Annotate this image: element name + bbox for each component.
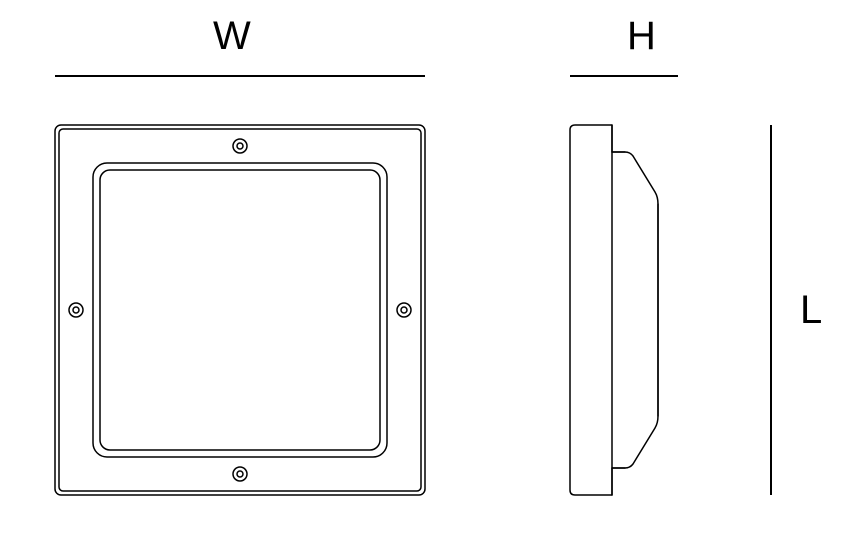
dim-label-width: W: [213, 14, 251, 59]
dim-label-length: L: [800, 288, 822, 333]
dim-line-height: [570, 75, 678, 77]
side-view: [555, 110, 695, 510]
dim-line-length: [770, 125, 772, 495]
dim-line-width: [55, 75, 425, 77]
dim-label-height: H: [627, 14, 656, 59]
front-view: [45, 115, 435, 505]
diagram-canvas: W H L: [0, 0, 856, 540]
